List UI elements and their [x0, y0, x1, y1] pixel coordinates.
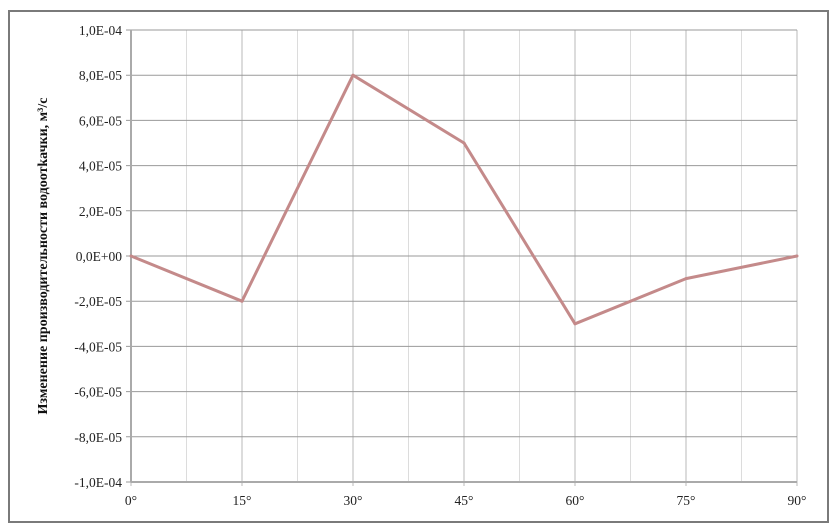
y-tick-label: -1,0E-04	[74, 475, 122, 490]
y-tick-label: 1,0E-04	[79, 23, 122, 38]
data-point	[684, 277, 688, 281]
x-tick-label: 90°	[788, 493, 807, 508]
x-tick-label: 30°	[344, 493, 363, 508]
x-tick-label: 75°	[677, 493, 696, 508]
y-tick-label: 8,0E-05	[79, 68, 122, 83]
y-tick-label: -2,0E-05	[74, 294, 122, 309]
data-point	[462, 141, 466, 145]
y-tick-label: -4,0E-05	[74, 339, 122, 354]
data-point	[795, 254, 799, 258]
y-axis-title: Изменение производительности водоотkачки…	[36, 98, 51, 415]
y-tick-label: 4,0E-05	[79, 159, 122, 174]
y-tick-label: 6,0E-05	[79, 113, 122, 128]
x-tick-label: 45°	[455, 493, 474, 508]
chart-frame	[8, 10, 829, 523]
y-tick-label: 0,0E+00	[76, 249, 122, 264]
data-point	[129, 254, 133, 258]
x-tick-label: 15°	[233, 493, 252, 508]
y-tick-label: -8,0E-05	[74, 430, 122, 445]
y-tick-label: 2,0E-05	[79, 204, 122, 219]
x-tick-label: 0°	[125, 493, 137, 508]
y-tick-label: -6,0E-05	[74, 385, 122, 400]
data-point	[351, 73, 355, 77]
x-tick-label: 60°	[566, 493, 585, 508]
data-point	[573, 322, 577, 326]
data-point	[240, 299, 244, 303]
